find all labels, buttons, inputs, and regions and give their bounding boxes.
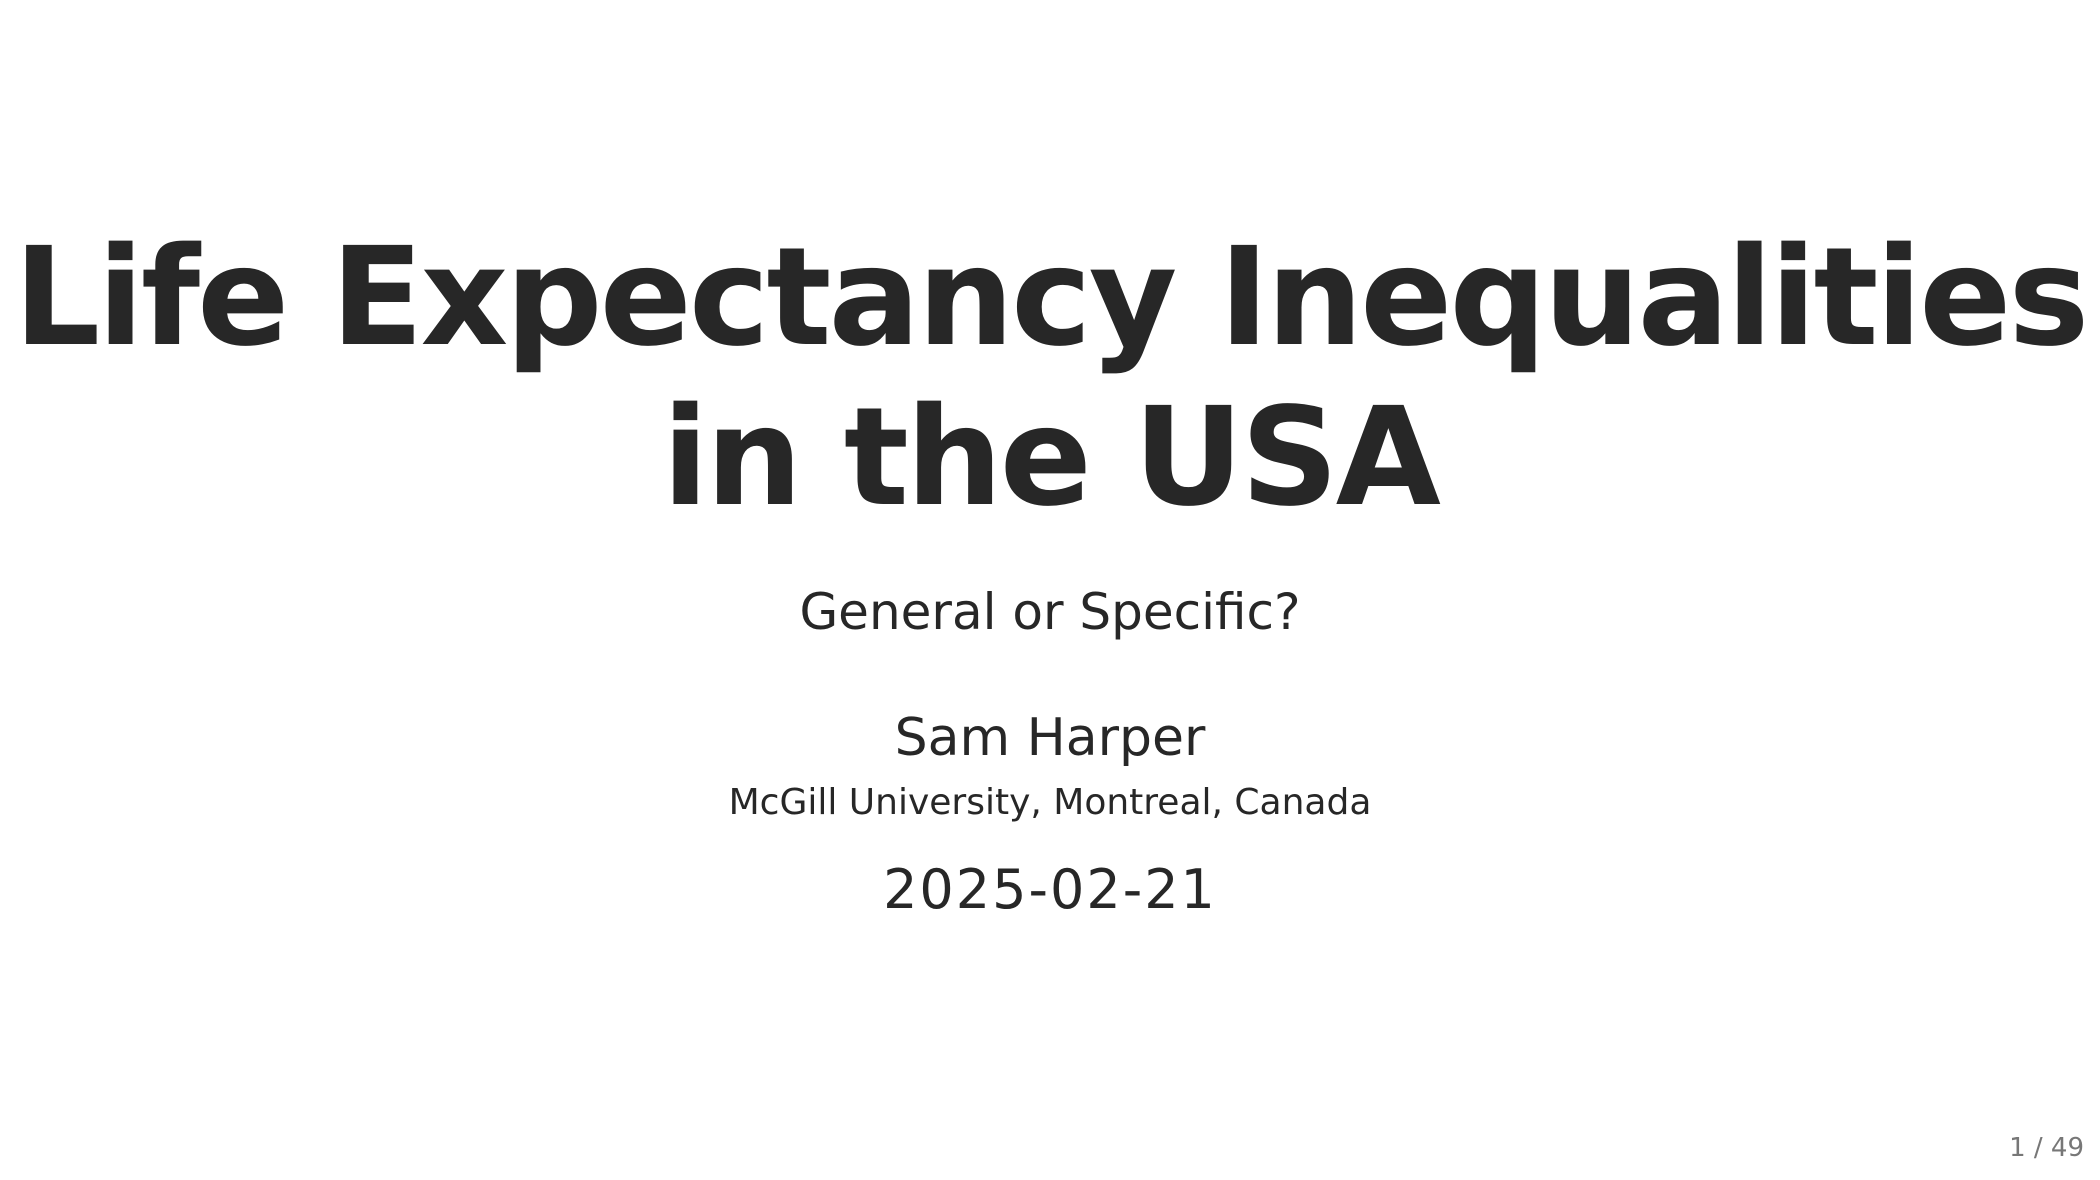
presentation-date: 2025-02-21 bbox=[883, 858, 1217, 921]
author-institute: McGill University, Montreal, Canada bbox=[728, 782, 1372, 823]
slide-subtitle: General or Specific? bbox=[799, 583, 1301, 641]
slide-number: 1 / 49 bbox=[2009, 1133, 2084, 1163]
author-name: Sam Harper bbox=[894, 708, 1206, 768]
slide-title-line-1: Life Expectancy Inequalities bbox=[13, 219, 2090, 377]
slide-title-line-2: in the USA bbox=[662, 379, 1441, 537]
slide-title: Life Expectancy Inequalities in the USA bbox=[0, 218, 2100, 538]
title-block: Life Expectancy Inequalities in the USA bbox=[0, 218, 2100, 538]
